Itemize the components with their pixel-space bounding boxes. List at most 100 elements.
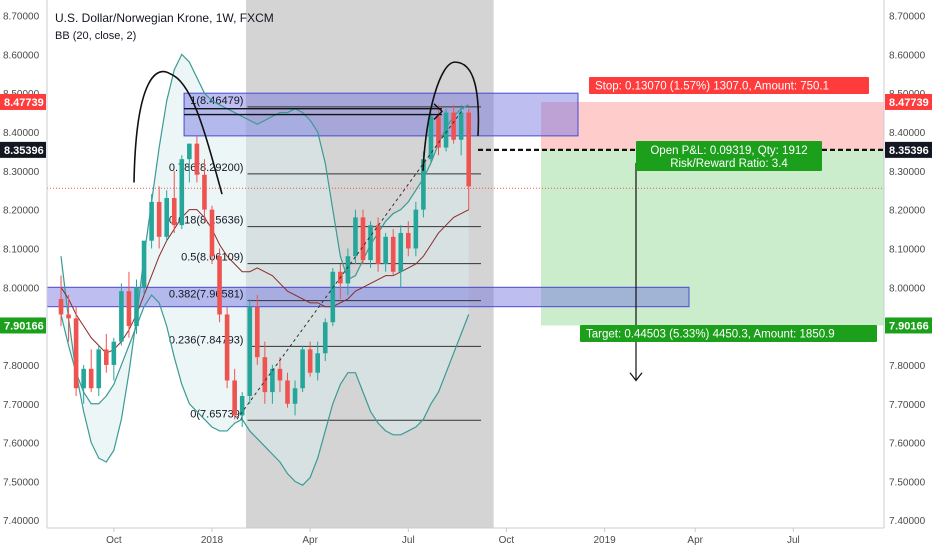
chart-title: U.S. Dollar/Norwegian Krone, 1W, FXCM xyxy=(55,11,274,25)
candle-body[interactable] xyxy=(277,368,283,381)
price-badge-left: 7.90166 xyxy=(4,320,44,332)
candle-body[interactable] xyxy=(247,306,253,396)
target-label-box xyxy=(580,325,877,342)
y-tick-right: 7.60000 xyxy=(889,439,926,450)
candle-body[interactable] xyxy=(58,298,64,315)
fib-level-label: 1(8.46479) xyxy=(190,95,243,107)
candle-body[interactable] xyxy=(292,388,298,404)
candle-body[interactable] xyxy=(156,201,162,237)
candle-body[interactable] xyxy=(202,174,207,210)
y-tick-right: 8.10000 xyxy=(889,244,926,255)
y-tick-left: 8.00000 xyxy=(3,283,40,294)
candle-body[interactable] xyxy=(322,322,328,354)
candle-body[interactable] xyxy=(111,341,117,365)
candle-body[interactable] xyxy=(239,396,245,416)
candle-body[interactable] xyxy=(73,318,79,389)
x-tick-label: Oct xyxy=(499,535,515,546)
candle-body[interactable] xyxy=(149,201,154,241)
candle-body[interactable] xyxy=(255,306,260,358)
candle-body[interactable] xyxy=(458,112,464,140)
candle-body[interactable] xyxy=(270,368,275,393)
fib-trend-line[interactable] xyxy=(236,108,464,420)
candle-body[interactable] xyxy=(209,209,215,257)
candle-body[interactable] xyxy=(164,198,169,237)
candle-body[interactable] xyxy=(443,112,449,148)
fib-level-label: 0.786(8.29200) xyxy=(169,162,244,174)
candle-body[interactable] xyxy=(428,116,434,160)
y-tick-right: 8.60000 xyxy=(889,50,926,61)
double-top-right-arc[interactable] xyxy=(422,61,480,171)
candle-body[interactable] xyxy=(141,240,147,288)
y-tick-left: 8.40000 xyxy=(3,128,40,139)
candle-body[interactable] xyxy=(383,236,388,264)
y-tick-left: 7.60000 xyxy=(3,439,40,450)
candle-body[interactable] xyxy=(171,198,177,226)
bollinger-band-fill xyxy=(61,54,469,486)
take-profit-zone[interactable] xyxy=(541,149,884,326)
candle-body[interactable] xyxy=(217,256,222,315)
price-badge-right-box xyxy=(885,317,932,334)
double-top-left-arc[interactable] xyxy=(133,70,223,195)
y-tick-right: 7.40000 xyxy=(889,516,926,527)
x-tick-label: 2019 xyxy=(593,535,616,546)
candle-body[interactable] xyxy=(285,380,290,404)
candle-body[interactable] xyxy=(126,291,132,327)
candle-body[interactable] xyxy=(134,287,139,327)
candle-body[interactable] xyxy=(436,116,441,148)
candle-body[interactable] xyxy=(406,232,411,249)
candle-body[interactable] xyxy=(66,314,71,319)
y-tick-left: 8.10000 xyxy=(3,244,40,255)
candle-body[interactable] xyxy=(232,380,237,416)
candle-body[interactable] xyxy=(451,112,456,140)
y-tick-left: 7.80000 xyxy=(3,361,40,372)
candle-body[interactable] xyxy=(96,349,102,389)
candle-body[interactable] xyxy=(104,349,109,365)
stop-label: Stop: 0.13070 (1.57%) 1307.0, Amount: 75… xyxy=(595,81,829,93)
candle-body[interactable] xyxy=(88,368,94,389)
bollinger-lower-line xyxy=(60,294,470,487)
indicator-legend: BB (20, close, 2) xyxy=(55,30,136,42)
candle-body[interactable] xyxy=(307,349,313,373)
candle-body[interactable] xyxy=(360,217,366,261)
candle-body[interactable] xyxy=(330,271,336,323)
candle-body[interactable] xyxy=(368,225,373,261)
candle-body[interactable] xyxy=(224,314,230,381)
x-tick-label: Apr xyxy=(302,535,318,546)
horizontal-arrow-head xyxy=(433,103,443,121)
candle-body[interactable] xyxy=(179,159,185,226)
candle-body[interactable] xyxy=(119,291,124,342)
support-zone[interactable] xyxy=(47,286,690,308)
y-tick-right: 8.40000 xyxy=(889,128,926,139)
candle-body[interactable] xyxy=(413,209,419,249)
y-tick-right: 8.30000 xyxy=(889,167,926,178)
fib-level-label: 0(7.65739) xyxy=(190,408,243,420)
x-tick-label: Jul xyxy=(402,535,415,546)
fib-level-label: 0.236(7.84793) xyxy=(169,334,244,346)
candle-body[interactable] xyxy=(300,349,305,389)
candle-body[interactable] xyxy=(187,143,192,160)
bollinger-upper-line xyxy=(60,53,469,463)
y-tick-left: 8.20000 xyxy=(3,206,40,217)
y-tick-right: 7.70000 xyxy=(889,400,926,411)
y-tick-left: 8.30000 xyxy=(3,167,40,178)
candle-body[interactable] xyxy=(353,217,358,257)
y-tick-left: 7.40000 xyxy=(3,516,40,527)
y-tick-left: 7.50000 xyxy=(3,477,40,488)
candle-body[interactable] xyxy=(345,256,351,284)
candle-body[interactable] xyxy=(262,357,268,393)
x-tick-label: Oct xyxy=(106,535,122,546)
fib-level-label: 0.382(7.96581) xyxy=(169,289,244,301)
candle-body[interactable] xyxy=(421,159,426,210)
candle-body[interactable] xyxy=(81,368,86,389)
candle-body[interactable] xyxy=(375,225,381,264)
candle-body[interactable] xyxy=(390,236,396,272)
y-tick-right: 7.80000 xyxy=(889,361,926,372)
target-label: Target: 0.44503 (5.33%) 4450.3, Amount: … xyxy=(586,329,835,341)
candle-body[interactable] xyxy=(315,353,320,373)
candle-body[interactable] xyxy=(398,232,404,272)
candle-body[interactable] xyxy=(466,112,471,187)
candle-body[interactable] xyxy=(194,143,200,175)
price-badge-left: 8.35396 xyxy=(4,145,44,157)
